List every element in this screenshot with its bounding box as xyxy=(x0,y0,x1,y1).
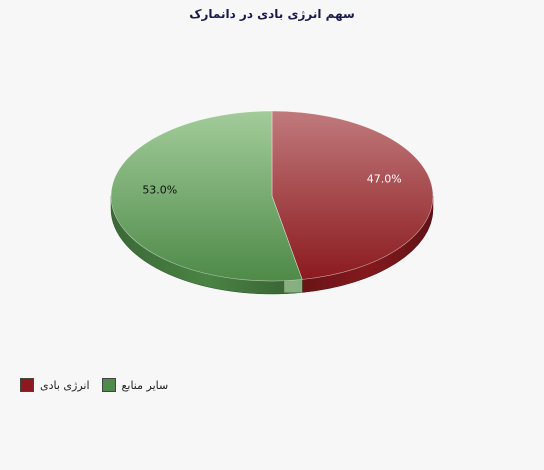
pie-slice-0 xyxy=(271,110,434,280)
legend-item-other: سایر منابع xyxy=(101,378,169,392)
legend-label-other: سایر منابع xyxy=(121,378,169,392)
pie-side-highlight xyxy=(284,279,303,293)
legend-label-wind: انرژی بادی xyxy=(40,378,90,392)
legend-item-wind: انرژی بادی xyxy=(20,378,90,392)
legend-swatch-other xyxy=(101,378,116,392)
slice-label-0: 47.0% xyxy=(367,172,402,185)
legend-swatch-wind xyxy=(20,378,34,392)
legend: انرژی بادی سایر منابع xyxy=(20,378,180,392)
slice-label-1: 53.0% xyxy=(142,184,177,197)
pie-slice-1 xyxy=(110,110,303,282)
chart-title: سهم انرژی بادی در دانمارک xyxy=(189,7,355,21)
